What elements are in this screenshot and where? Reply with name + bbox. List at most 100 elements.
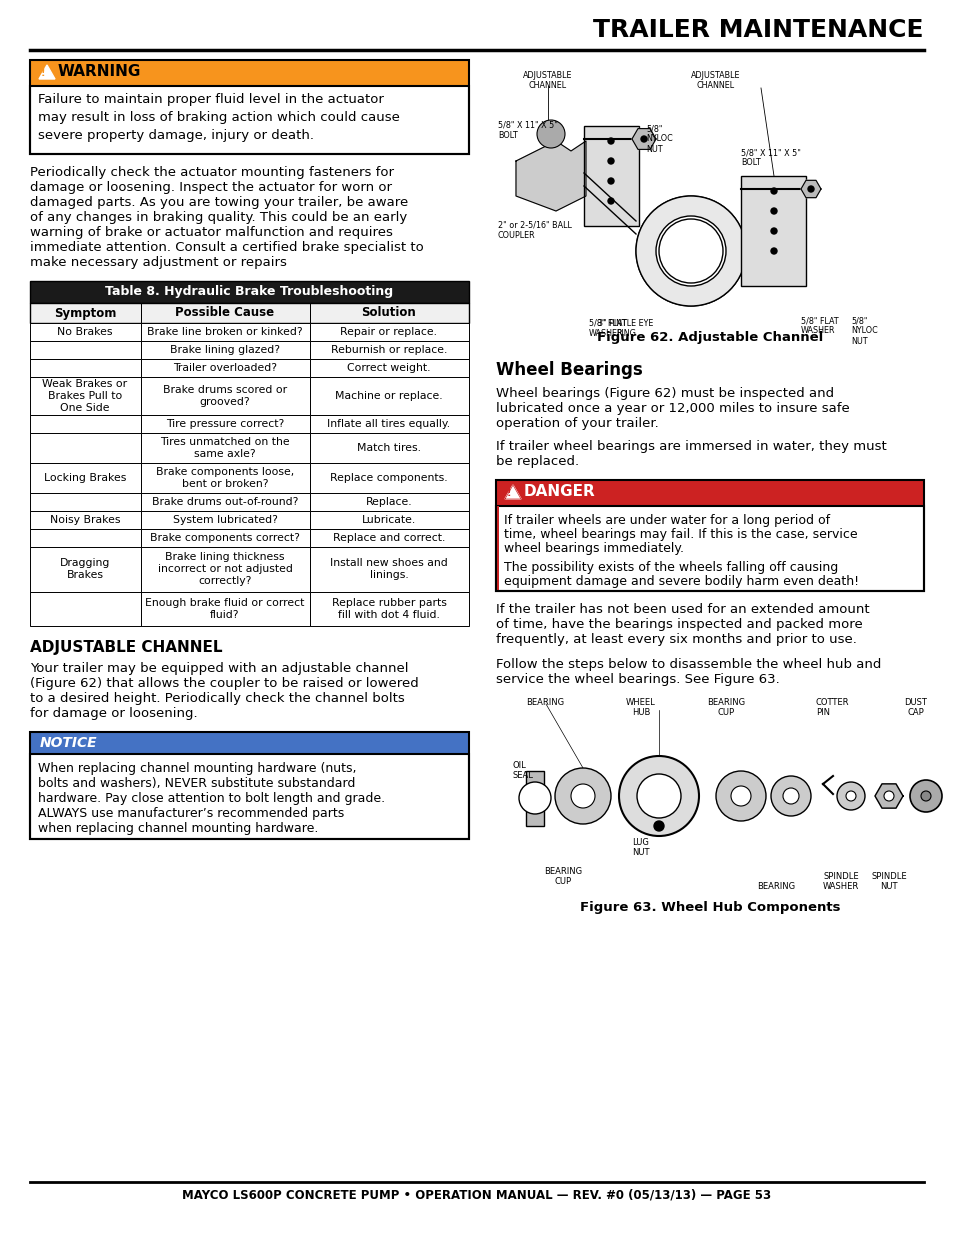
Bar: [30, 547, 141, 592]
Bar: [30, 732, 469, 839]
Bar: [310, 359, 469, 377]
Bar: [310, 511, 469, 529]
Text: of any changes in braking quality. This could be an early: of any changes in braking quality. This …: [30, 211, 407, 224]
Text: of time, have the bearings inspected and packed more: of time, have the bearings inspected and…: [496, 618, 862, 631]
Circle shape: [802, 182, 818, 198]
Bar: [310, 493, 469, 511]
Text: Replace components.: Replace components.: [330, 473, 447, 483]
Text: System lubricated?: System lubricated?: [172, 515, 277, 525]
Text: Install new shoes and
linings.: Install new shoes and linings.: [330, 558, 447, 580]
Polygon shape: [801, 180, 821, 198]
Circle shape: [770, 207, 776, 214]
Bar: [30, 529, 141, 547]
Circle shape: [845, 790, 855, 802]
Polygon shape: [39, 65, 55, 79]
Text: Brake drums out-of-round?: Brake drums out-of-round?: [152, 496, 298, 508]
Bar: [583, 126, 639, 226]
Text: BEARING
CUP: BEARING CUP: [543, 867, 581, 885]
Text: DUST
CAP: DUST CAP: [903, 698, 926, 716]
Text: COTTER
PIN: COTTER PIN: [815, 698, 848, 716]
Text: bolts and washers), ​NEVER​ substitute substandard: bolts and washers), ​NEVER​ substitute s…: [38, 777, 355, 790]
Text: Table 8. Hydraulic Brake Troubleshooting: Table 8. Hydraulic Brake Troubleshooting: [105, 285, 393, 299]
Text: Brake lining glazed?: Brake lining glazed?: [170, 345, 280, 354]
Text: If the trailer has not been used for an extended amount: If the trailer has not been used for an …: [496, 603, 869, 616]
Bar: [310, 463, 469, 493]
Text: Lubricate.: Lubricate.: [361, 515, 416, 525]
Circle shape: [618, 756, 699, 836]
Circle shape: [571, 784, 595, 808]
Text: DANGER: DANGER: [523, 484, 595, 499]
Text: Brake drums scored or
grooved?: Brake drums scored or grooved?: [163, 385, 287, 408]
Bar: [310, 377, 469, 415]
Bar: [525, 771, 543, 826]
Text: Replace.: Replace.: [365, 496, 412, 508]
Text: Noisy Brakes: Noisy Brakes: [50, 515, 120, 525]
Text: BEARING: BEARING: [756, 882, 794, 890]
Text: 2" or 2-5/16" BALL
COUPLER: 2" or 2-5/16" BALL COUPLER: [497, 221, 571, 241]
Text: The possibility exists of the wheels falling off causing: The possibility exists of the wheels fal…: [503, 561, 838, 574]
Text: ADJUSTABLE
CHANNEL: ADJUSTABLE CHANNEL: [691, 70, 740, 90]
Text: OIL
SEAL: OIL SEAL: [513, 761, 534, 779]
Circle shape: [636, 196, 745, 306]
Bar: [141, 415, 310, 433]
Bar: [740, 177, 805, 287]
Bar: [141, 547, 310, 592]
Circle shape: [920, 790, 930, 802]
Text: Figure 62. Adjustable Channel: Figure 62. Adjustable Channel: [597, 331, 822, 345]
Text: Trailer overloaded?: Trailer overloaded?: [172, 363, 276, 373]
Text: damaged parts. As you are towing your trailer, be aware: damaged parts. As you are towing your tr…: [30, 196, 408, 209]
Text: Brake components correct?: Brake components correct?: [150, 534, 299, 543]
Text: If trailer wheels are under water for a long period of: If trailer wheels are under water for a …: [503, 514, 829, 527]
Text: ADJUSTABLE CHANNEL: ADJUSTABLE CHANNEL: [30, 640, 222, 655]
Bar: [30, 511, 141, 529]
Circle shape: [537, 120, 564, 148]
Circle shape: [640, 136, 646, 142]
Text: ADJUSTABLE
CHANNEL: ADJUSTABLE CHANNEL: [522, 70, 572, 90]
Circle shape: [836, 782, 864, 810]
Circle shape: [909, 781, 941, 811]
Text: 5/8"
NYLOC
NUT: 5/8" NYLOC NUT: [645, 124, 672, 154]
Circle shape: [716, 771, 765, 821]
Polygon shape: [504, 485, 520, 499]
Text: Replace rubber parts
fill with dot 4 fluid.: Replace rubber parts fill with dot 4 flu…: [332, 598, 446, 620]
Text: Follow the steps below to disassemble the wheel hub and: Follow the steps below to disassemble th…: [496, 658, 881, 671]
Text: damage or loosening. Inspect the actuator for worn or: damage or loosening. Inspect the actuato…: [30, 182, 392, 194]
Bar: [141, 377, 310, 415]
Circle shape: [636, 196, 745, 306]
Text: Possible Cause: Possible Cause: [175, 306, 274, 320]
Text: Figure 63. Wheel Hub Components: Figure 63. Wheel Hub Components: [579, 902, 840, 914]
Bar: [30, 61, 469, 154]
Text: Solution: Solution: [361, 306, 416, 320]
Text: Wheel Bearings: Wheel Bearings: [496, 361, 642, 379]
Bar: [141, 341, 310, 359]
Text: 5/8" FLAT
WASHER: 5/8" FLAT WASHER: [588, 319, 626, 338]
Text: for damage or loosening.: for damage or loosening.: [30, 706, 197, 720]
Bar: [310, 415, 469, 433]
Text: Match tires.: Match tires.: [356, 443, 420, 453]
Text: Wheel bearings (Figure 62) must be inspected and: Wheel bearings (Figure 62) must be inspe…: [496, 387, 833, 400]
Bar: [30, 282, 469, 303]
Circle shape: [883, 790, 893, 802]
Bar: [30, 324, 141, 341]
Bar: [141, 493, 310, 511]
Circle shape: [555, 768, 610, 824]
Circle shape: [770, 188, 776, 194]
Bar: [30, 463, 141, 493]
Bar: [496, 506, 498, 592]
Circle shape: [730, 785, 750, 806]
Bar: [310, 547, 469, 592]
Text: No Brakes: No Brakes: [57, 327, 112, 337]
Text: Tire pressure correct?: Tire pressure correct?: [166, 419, 284, 429]
Text: !: !: [41, 68, 45, 78]
Text: Brake lining thickness
incorrect or not adjusted
correctly?: Brake lining thickness incorrect or not …: [157, 552, 293, 585]
Text: BEARING: BEARING: [525, 698, 563, 706]
Text: Dragging
Brakes: Dragging Brakes: [60, 558, 111, 580]
Bar: [30, 755, 469, 839]
Circle shape: [782, 788, 799, 804]
Text: WARNING: WARNING: [58, 64, 141, 79]
Bar: [141, 324, 310, 341]
Text: SPINDLE
NUT: SPINDLE NUT: [870, 872, 906, 890]
Bar: [30, 732, 469, 755]
Text: TRAILER MAINTENANCE: TRAILER MAINTENANCE: [593, 19, 923, 42]
Bar: [310, 592, 469, 626]
